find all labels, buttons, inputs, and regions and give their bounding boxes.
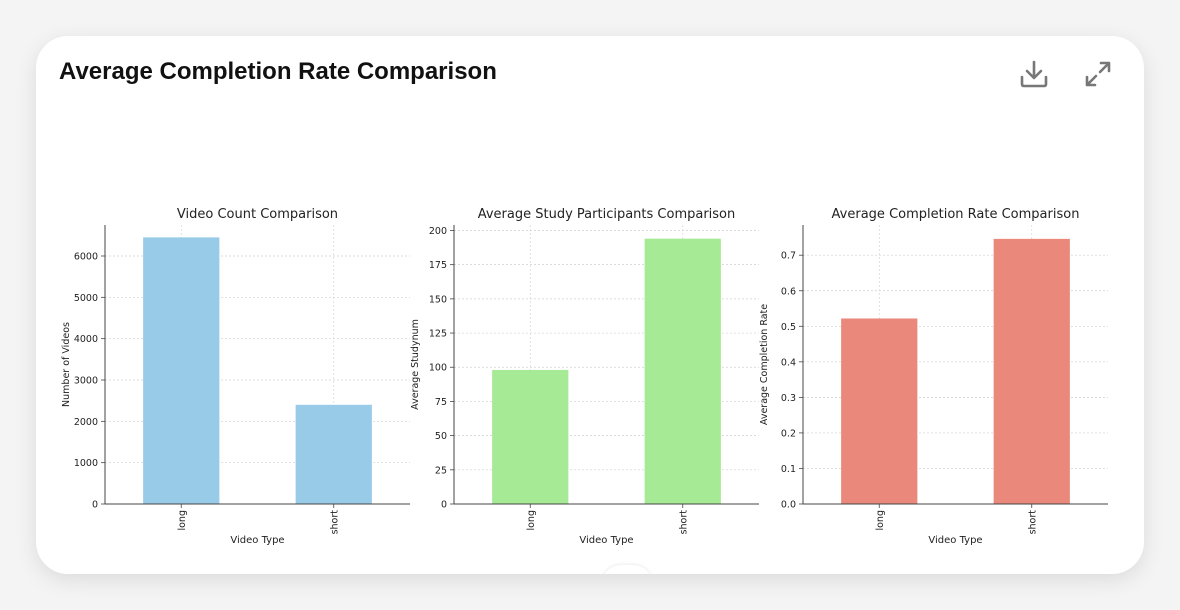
x-tick-label: short bbox=[329, 510, 340, 535]
y-tick-label: 5000 bbox=[74, 293, 98, 304]
y-tick-label: 1000 bbox=[74, 458, 98, 469]
bar-short bbox=[993, 238, 1070, 504]
y-tick-label: 0.6 bbox=[781, 286, 796, 297]
download-icon bbox=[1018, 58, 1050, 90]
chart-card: Average Completion Rate Comparison 0 1000… bbox=[36, 36, 1144, 574]
y-tick-label: 175 bbox=[429, 260, 447, 271]
y-tick-label: 0 bbox=[441, 500, 447, 511]
y-tick-label: 200 bbox=[429, 226, 447, 237]
y-tick-label: 0 bbox=[92, 500, 98, 511]
y-tick-label: 125 bbox=[429, 329, 447, 340]
x-tick-label: long bbox=[526, 510, 537, 531]
chart-title: Video Count Comparison bbox=[177, 207, 338, 222]
y-tick-label: 2000 bbox=[74, 417, 98, 428]
expand-button[interactable] bbox=[1080, 56, 1116, 92]
y-tick-label: 0.0 bbox=[781, 500, 796, 511]
chart-title: Average Study Participants Comparison bbox=[478, 207, 736, 222]
x-axis-label: Video Type bbox=[928, 535, 982, 546]
page-title: Average Completion Rate Comparison bbox=[59, 58, 497, 85]
bottom-handle[interactable] bbox=[601, 565, 653, 574]
y-tick-label: 150 bbox=[429, 294, 447, 305]
y-tick-label: 0.1 bbox=[781, 464, 796, 475]
x-tick-label: short bbox=[678, 510, 689, 535]
y-tick-label: 100 bbox=[429, 363, 447, 374]
y-tick-label: 50 bbox=[435, 431, 447, 442]
chart-title: Average Completion Rate Comparison bbox=[832, 207, 1080, 222]
x-axis-label: Video Type bbox=[579, 535, 633, 546]
y-tick-label: 0.3 bbox=[781, 393, 796, 404]
bar-long bbox=[841, 318, 918, 504]
y-tick-label: 6000 bbox=[74, 252, 98, 263]
y-tick-label: 0.5 bbox=[781, 322, 796, 333]
bar-short bbox=[644, 238, 721, 505]
download-button[interactable] bbox=[1016, 56, 1052, 92]
x-tick-label: long bbox=[875, 510, 886, 531]
y-tick-label: 75 bbox=[435, 397, 447, 408]
y-tick-label: 0.4 bbox=[781, 357, 796, 368]
y-axis-label: Number of Videos bbox=[61, 322, 72, 407]
expand-icon bbox=[1082, 58, 1114, 90]
y-tick-label: 3000 bbox=[74, 376, 98, 387]
y-tick-label: 4000 bbox=[74, 334, 98, 345]
y-tick-label: 0.2 bbox=[781, 428, 796, 439]
x-axis-label: Video Type bbox=[230, 535, 284, 546]
bar-short bbox=[295, 404, 372, 504]
x-tick-label: short bbox=[1027, 510, 1038, 535]
y-tick-label: 0.7 bbox=[781, 251, 796, 262]
x-tick-label: long bbox=[177, 510, 188, 531]
y-axis-label: Average Studynum bbox=[410, 319, 421, 410]
bar-long bbox=[492, 369, 569, 504]
y-axis-label: Average Completion Rate bbox=[759, 304, 770, 425]
bar-long bbox=[143, 237, 220, 504]
y-tick-label: 25 bbox=[435, 465, 447, 476]
